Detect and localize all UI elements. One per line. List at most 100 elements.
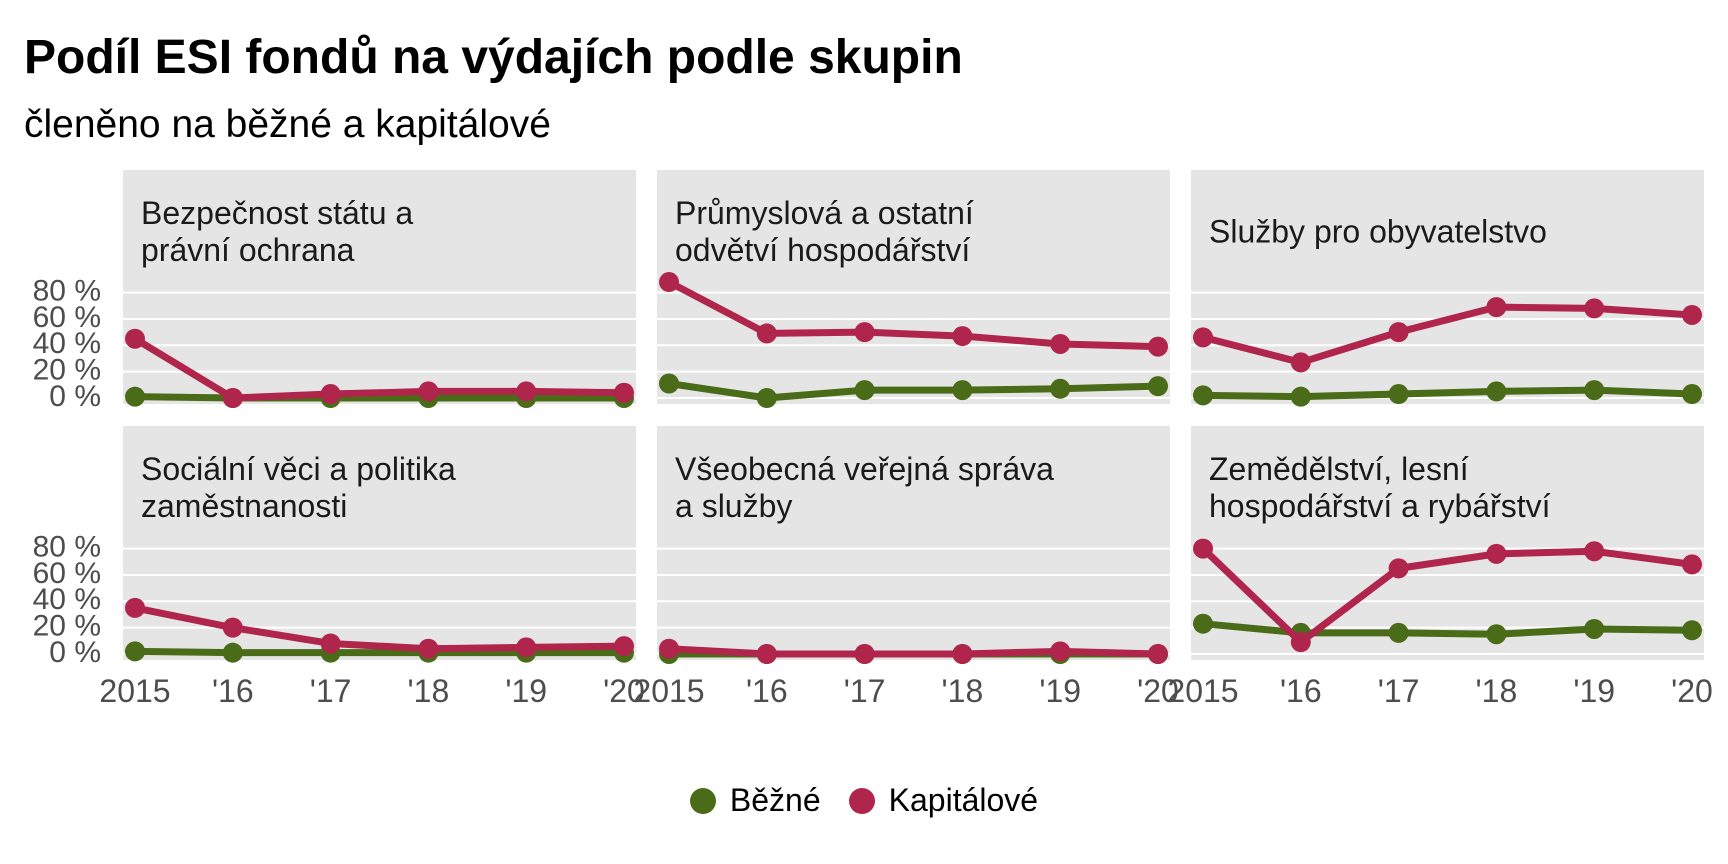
data-point bbox=[659, 373, 679, 394]
x-tick-label: '19 bbox=[1573, 673, 1615, 709]
x-tick-label: '18 bbox=[1476, 673, 1518, 709]
legend-item-bezne: Běžné bbox=[689, 782, 821, 819]
data-point bbox=[1193, 327, 1213, 348]
data-point bbox=[1584, 618, 1605, 639]
data-point bbox=[952, 644, 973, 664]
data-point bbox=[1584, 541, 1605, 562]
series-line bbox=[1199, 386, 1696, 401]
x-tick-label: 2015 bbox=[99, 673, 170, 709]
panel-title: zaměstnanosti bbox=[141, 488, 347, 524]
data-point bbox=[1388, 622, 1409, 643]
panel-title: odvětví hospodářství bbox=[675, 232, 970, 268]
y-tick-label: 40 % bbox=[33, 327, 101, 360]
panel-title: Bezpečnost státu a bbox=[141, 195, 413, 231]
x-tick-label: '17 bbox=[844, 673, 886, 709]
data-point bbox=[1388, 322, 1409, 343]
data-point bbox=[1584, 298, 1605, 319]
data-point bbox=[222, 617, 243, 638]
panel-title: Sociální věci a politika bbox=[141, 451, 456, 487]
panel-background bbox=[657, 170, 1170, 404]
data-point bbox=[320, 384, 341, 405]
x-tick-label: '18 bbox=[408, 673, 450, 709]
x-tick-label: '20 bbox=[1137, 673, 1179, 709]
data-point bbox=[1148, 376, 1168, 397]
data-point bbox=[516, 637, 537, 658]
data-point bbox=[614, 636, 634, 657]
y-tick-label: 20 % bbox=[33, 354, 101, 387]
series-line bbox=[665, 278, 1162, 351]
legend-label-kapitalove: Kapitálové bbox=[888, 782, 1039, 818]
x-tick-label: '17 bbox=[1378, 673, 1420, 709]
data-point bbox=[1290, 386, 1311, 407]
panel-title: Služby pro obyvatelstvo bbox=[1209, 213, 1547, 249]
data-point bbox=[1193, 613, 1213, 634]
data-point bbox=[1290, 352, 1311, 373]
data-point bbox=[1290, 632, 1311, 653]
data-point bbox=[125, 328, 145, 349]
y-tick-label: 0 % bbox=[49, 380, 101, 413]
data-point bbox=[854, 380, 875, 401]
data-point bbox=[222, 388, 243, 408]
x-tick-label: '16 bbox=[746, 673, 788, 709]
panel-background bbox=[1191, 170, 1704, 404]
x-tick-label: '19 bbox=[1039, 673, 1081, 709]
series-line bbox=[131, 647, 628, 657]
series-line bbox=[1199, 545, 1696, 646]
series-line bbox=[131, 335, 628, 402]
y-tick-label: 40 % bbox=[33, 583, 101, 616]
data-point bbox=[952, 380, 973, 401]
data-point bbox=[854, 644, 875, 664]
data-point bbox=[1148, 336, 1168, 357]
y-tick-label: 0 % bbox=[49, 636, 101, 669]
data-point bbox=[756, 644, 777, 664]
x-tick-label: 2015 bbox=[633, 673, 704, 709]
data-point bbox=[125, 386, 145, 407]
data-point bbox=[659, 638, 679, 659]
data-point bbox=[1486, 543, 1507, 564]
x-tick-label: '19 bbox=[505, 673, 547, 709]
panel-title: právní ochrana bbox=[141, 232, 355, 268]
x-tick-label: '20 bbox=[1671, 673, 1713, 709]
data-point bbox=[756, 323, 777, 344]
legend-swatch-bezne bbox=[689, 787, 716, 814]
data-point bbox=[418, 381, 439, 402]
legend-swatch-kapitalove bbox=[848, 787, 875, 814]
data-point bbox=[1486, 381, 1507, 402]
data-point bbox=[418, 638, 439, 659]
series-line bbox=[665, 380, 1162, 402]
series-line bbox=[131, 393, 628, 402]
data-point bbox=[1050, 641, 1071, 662]
series-line bbox=[1199, 303, 1696, 366]
y-tick-label: 60 % bbox=[33, 301, 101, 334]
data-point bbox=[1486, 297, 1507, 318]
y-tick-label: 20 % bbox=[33, 610, 101, 643]
panel-title: a služby bbox=[675, 488, 792, 524]
data-point bbox=[1193, 385, 1213, 406]
x-tick-label: '20 bbox=[603, 673, 645, 709]
data-point bbox=[1388, 384, 1409, 405]
data-point bbox=[1050, 378, 1071, 399]
series-line bbox=[665, 645, 1162, 658]
panel-title: Všeobecná veřejná správa bbox=[675, 451, 1054, 487]
panel-background bbox=[123, 170, 636, 404]
data-point bbox=[614, 382, 634, 403]
legend: Běžné Kapitálové bbox=[0, 782, 1728, 819]
data-point bbox=[1486, 624, 1507, 645]
data-point bbox=[516, 381, 537, 402]
x-tick-label: '16 bbox=[212, 673, 254, 709]
data-point bbox=[1193, 538, 1213, 559]
data-point bbox=[1682, 384, 1702, 405]
x-tick-label: '17 bbox=[310, 673, 352, 709]
data-point bbox=[1584, 380, 1605, 401]
chart-title: Podíl ESI fondů na výdajích podle skupin bbox=[24, 31, 963, 84]
panel-background bbox=[657, 426, 1170, 660]
chart-subtitle: členěno na běžné a kapitálové bbox=[24, 103, 551, 146]
data-point bbox=[320, 633, 341, 654]
data-point bbox=[1682, 620, 1702, 641]
x-tick-label: 2015 bbox=[1167, 673, 1238, 709]
data-point bbox=[125, 597, 145, 618]
legend-label-bezne: Běžné bbox=[729, 782, 821, 818]
data-point bbox=[854, 322, 875, 343]
series-line bbox=[131, 604, 628, 653]
